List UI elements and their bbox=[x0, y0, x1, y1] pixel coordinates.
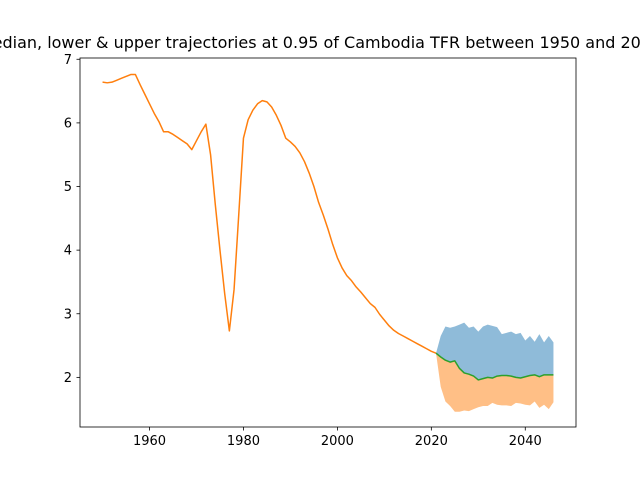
y-tick-label: 2 bbox=[64, 371, 72, 386]
axes-frame bbox=[79, 57, 577, 428]
y-tick-label: 7 bbox=[64, 53, 72, 68]
y-tick-label: 5 bbox=[64, 180, 72, 195]
upper-band bbox=[436, 322, 554, 380]
chart-title: Median, lower & upper trajectories at 0.… bbox=[0, 33, 640, 52]
history-line bbox=[102, 73, 437, 354]
median-line bbox=[435, 352, 554, 381]
axes: 1960 1980 2000 2020 2040 2 3 4 5 6 7 bbox=[64, 53, 577, 449]
x-tick-label: 2000 bbox=[321, 434, 354, 449]
x-tick-label: 2040 bbox=[509, 434, 542, 449]
x-tick-label: 2020 bbox=[415, 434, 448, 449]
x-tick-label: 1980 bbox=[227, 434, 260, 449]
y-tick-label: 6 bbox=[64, 116, 72, 131]
lower-band bbox=[436, 353, 554, 412]
plot-area bbox=[102, 73, 554, 412]
y-tick-label: 4 bbox=[64, 244, 72, 259]
x-tick-label: 1960 bbox=[133, 434, 166, 449]
y-tick-label: 3 bbox=[64, 307, 72, 322]
